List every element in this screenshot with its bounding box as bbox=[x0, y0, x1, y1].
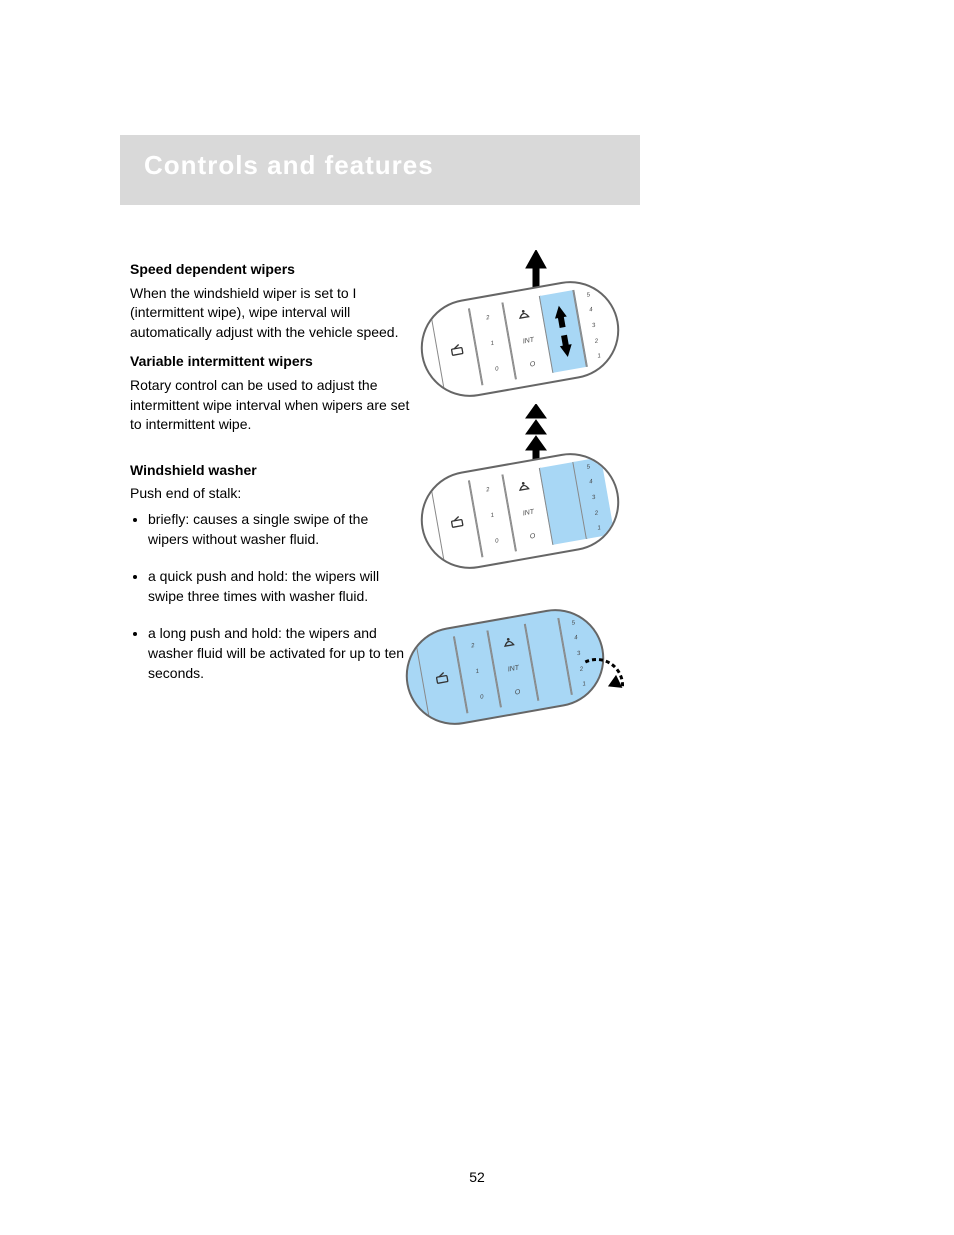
int-mark-2b: 2 bbox=[594, 510, 598, 516]
rear-mark-0: 0 bbox=[495, 366, 499, 372]
push-arrow-icon bbox=[578, 647, 643, 712]
rear-mark-2b: 2 bbox=[486, 487, 490, 493]
int-mark-3a: 3 bbox=[592, 323, 596, 329]
para-variable-intermittent: Rotary control can be used to adjust the… bbox=[130, 376, 410, 435]
rear-mark-2c: 2 bbox=[471, 643, 475, 649]
int-label-1b: O bbox=[529, 360, 536, 368]
rear-mark-0b: 0 bbox=[495, 538, 499, 544]
washer-bullet-3: a long push and hold: the wipers and was… bbox=[148, 624, 410, 683]
figure-washer-push: 2 1 0 INT O 5 4 3 2 1 bbox=[405, 618, 605, 716]
rear-wiper-icon bbox=[449, 342, 465, 358]
int-label-2b: O bbox=[529, 532, 536, 540]
heading-speed-dependent: Speed dependent wipers bbox=[130, 260, 410, 280]
rear-wiper-icon-3 bbox=[434, 670, 450, 686]
rear-wiper-icon-2 bbox=[449, 514, 465, 530]
section-header-title: Controls and features bbox=[144, 150, 434, 181]
arrow-triple-up-icon bbox=[524, 404, 548, 464]
wiper-stalk-3: 2 1 0 INT O 5 4 3 2 1 bbox=[398, 601, 612, 732]
washer-spray-icon bbox=[516, 306, 532, 322]
rear-mark-2: 2 bbox=[486, 315, 490, 321]
int-mark-5b: 5 bbox=[586, 464, 590, 470]
wiper-stalk-2: 2 1 0 INT O 5 4 3 2 1 bbox=[413, 445, 627, 576]
heading-windshield-washer: Windshield washer bbox=[130, 461, 410, 481]
washer-spray-icon-3 bbox=[501, 634, 517, 650]
figure-variable-interval: 2 1 0 INT O 5 4 3 2 1 bbox=[420, 462, 620, 560]
washer-spray-icon-2 bbox=[516, 478, 532, 494]
up-down-arrows-icon bbox=[549, 300, 577, 362]
heading-variable-intermittent: Variable intermittent wipers bbox=[130, 352, 410, 372]
int-mark-5c: 5 bbox=[571, 620, 575, 626]
int-label-2a: INT bbox=[522, 509, 534, 518]
rear-mark-0c: 0 bbox=[480, 694, 484, 700]
int-label-3a: INT bbox=[507, 665, 519, 674]
para-speed-dependent: When the windshield wiper is set to I (i… bbox=[130, 284, 410, 343]
int-mark-3b: 3 bbox=[592, 495, 596, 501]
wiper-stalk-1: 2 1 0 INT O 5 4 3 2 1 bbox=[413, 273, 627, 404]
int-mark-4b: 4 bbox=[589, 479, 593, 485]
washer-bullet-2: a quick push and hold: the wipers will s… bbox=[148, 567, 410, 606]
rear-mark-1b: 1 bbox=[490, 513, 494, 519]
int-mark-4c: 4 bbox=[574, 635, 578, 641]
body-text-column: Speed dependent wipers When the windshie… bbox=[130, 250, 410, 701]
int-mark-1a: 1 bbox=[597, 353, 601, 359]
int-mark-4a: 4 bbox=[589, 307, 593, 313]
int-label-3b: O bbox=[514, 688, 521, 696]
int-label-1a: INT bbox=[522, 337, 534, 346]
rear-mark-1c: 1 bbox=[475, 669, 479, 675]
washer-bullet-1: briefly: causes a single swipe of the wi… bbox=[148, 510, 410, 549]
rear-mark-1: 1 bbox=[490, 341, 494, 347]
int-mark-5a: 5 bbox=[586, 292, 590, 298]
page-number: 52 bbox=[0, 1169, 954, 1185]
para-washer-lead: Push end of stalk: bbox=[130, 484, 410, 504]
int-mark-1b: 1 bbox=[597, 525, 601, 531]
figure-intermittent-wiper: 2 1 0 INT O 5 4 3 2 1 bbox=[420, 290, 620, 388]
int-mark-2a: 2 bbox=[594, 338, 598, 344]
washer-bullet-list: briefly: causes a single swipe of the wi… bbox=[130, 510, 410, 683]
